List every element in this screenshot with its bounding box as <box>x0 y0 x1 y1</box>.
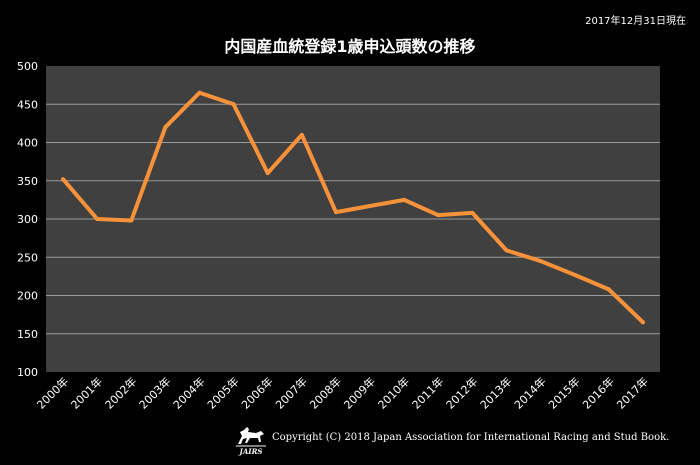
data-point <box>538 259 543 264</box>
x-tick-label: 2003年 <box>136 374 173 411</box>
x-tick-label: 2010年 <box>375 374 412 411</box>
x-tick-label: 2016年 <box>579 374 616 411</box>
x-tick-label: 2017年 <box>614 374 651 411</box>
data-point <box>129 218 134 223</box>
x-tick-label: 2012年 <box>443 374 480 411</box>
x-tick-label: 2001年 <box>68 374 105 411</box>
data-point <box>470 210 475 215</box>
data-point <box>368 203 373 208</box>
x-tick-label: 2009年 <box>341 374 378 411</box>
y-tick-label: 500 <box>17 60 38 73</box>
gridlines <box>46 103 660 335</box>
x-tick-label: 2002年 <box>102 374 139 411</box>
series-layer <box>61 90 645 325</box>
y-tick-label: 300 <box>17 213 38 226</box>
x-tick-label: 2014年 <box>511 374 548 411</box>
y-tick-label: 200 <box>17 290 38 303</box>
data-point <box>231 102 236 107</box>
x-tick-label: 2011年 <box>409 374 446 411</box>
logo-text: JAIRS <box>239 447 263 456</box>
data-point <box>61 177 66 182</box>
data-point <box>572 272 577 277</box>
copyright-text: Copyright (C) 2018 Japan Association for… <box>272 432 670 443</box>
x-tick-label: 2004年 <box>170 374 207 411</box>
data-point <box>402 197 407 202</box>
data-point <box>299 132 304 137</box>
x-tick-label: 2015年 <box>545 374 582 411</box>
data-point <box>197 90 202 95</box>
y-axis: 100 150 200 250 300 350 400 450 500 <box>17 60 38 379</box>
data-point <box>640 320 645 325</box>
y-tick-label: 100 <box>17 366 38 379</box>
date-note: 2017年12月31日現在 <box>585 16 686 27</box>
x-tick-label: 2000年 <box>34 374 71 411</box>
x-tick-label: 2007年 <box>272 374 309 411</box>
chart-title: 内国産血統登録1歳申込頭数の推移 <box>224 37 476 56</box>
data-point <box>163 125 168 130</box>
x-tick-label: 2006年 <box>238 374 275 411</box>
data-point <box>333 210 338 215</box>
x-tick-label: 2013年 <box>477 374 514 411</box>
x-tick-label: 2008年 <box>307 374 344 411</box>
horse-icon <box>236 427 266 447</box>
y-tick-label: 450 <box>17 98 38 111</box>
y-tick-label: 350 <box>17 175 38 188</box>
jairs-logo: JAIRS <box>234 424 268 456</box>
y-tick-label: 400 <box>17 137 38 150</box>
y-tick-label: 150 <box>17 328 38 341</box>
data-point <box>436 213 441 218</box>
data-point <box>606 287 611 292</box>
x-axis: 2000年2001年2002年2003年2004年2005年2006年2007年… <box>34 374 651 411</box>
data-point <box>504 248 509 253</box>
data-point <box>95 217 100 221</box>
data-point <box>265 171 270 176</box>
x-tick-label: 2005年 <box>204 374 241 411</box>
series-line <box>61 90 645 325</box>
y-tick-label: 250 <box>17 251 38 264</box>
